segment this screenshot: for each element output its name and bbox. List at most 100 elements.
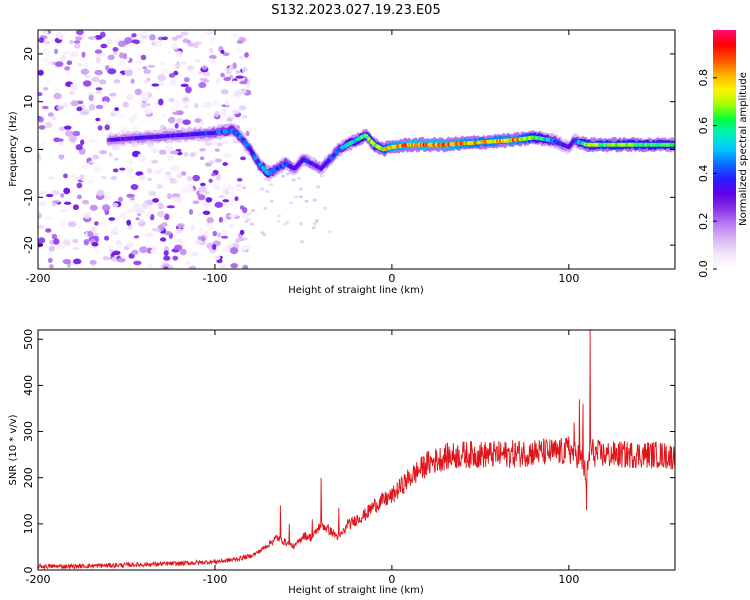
- noise-blob: [99, 222, 107, 227]
- noise-blob: [113, 226, 119, 233]
- noise-blob: [118, 196, 123, 203]
- noise-blob: [51, 233, 58, 240]
- noise-blob: [119, 212, 128, 219]
- noise-blob: [231, 199, 236, 203]
- noise-blob: [74, 43, 81, 49]
- noise-blob: [269, 183, 274, 187]
- noise-blob: [70, 173, 77, 179]
- noise-blob: [297, 176, 302, 180]
- spectrogram-noise-layer: [38, 30, 332, 269]
- noise-blob: [158, 166, 165, 172]
- noise-blob: [222, 162, 228, 166]
- noise-blob: [144, 200, 150, 204]
- noise-blob: [53, 238, 60, 245]
- noise-blob: [224, 99, 230, 106]
- noise-blob: [214, 158, 222, 163]
- noise-blob: [56, 244, 65, 250]
- noise-blob: [130, 184, 139, 190]
- noise-blob: [183, 77, 190, 83]
- noise-blob: [95, 87, 103, 91]
- noise-blob: [166, 205, 175, 209]
- noise-blob: [189, 152, 196, 158]
- noise-blob: [196, 213, 202, 218]
- noise-blob: [51, 116, 57, 121]
- noise-blob: [61, 50, 71, 55]
- colorbar-tick-label: 0.6: [697, 117, 710, 135]
- noise-blob: [164, 173, 172, 180]
- noise-blob: [236, 186, 242, 192]
- noise-blob: [239, 80, 248, 85]
- noise-blob: [304, 199, 309, 203]
- y-tick-label: 10: [22, 95, 35, 109]
- noise-blob: [170, 43, 179, 50]
- noise-blob: [192, 251, 200, 257]
- noise-blob: [204, 141, 213, 146]
- noise-blob: [63, 187, 71, 195]
- noise-blob: [90, 226, 97, 233]
- noise-blob: [151, 227, 160, 232]
- noise-blob: [167, 116, 176, 124]
- snr-y-label: SNR (10 * v/v): [8, 414, 19, 485]
- noise-blob: [146, 211, 151, 218]
- noise-blob: [312, 198, 317, 202]
- noise-blob: [183, 151, 189, 158]
- noise-blob: [67, 221, 77, 228]
- noise-blob: [230, 247, 239, 255]
- noise-blob: [198, 71, 203, 75]
- noise-blob: [222, 217, 228, 224]
- noise-blob: [163, 255, 171, 261]
- noise-blob: [218, 195, 226, 199]
- noise-blob: [116, 257, 126, 263]
- noise-blob: [72, 130, 81, 137]
- noise-blob: [208, 178, 213, 183]
- noise-blob: [212, 101, 221, 106]
- noise-blob: [202, 71, 211, 77]
- noise-blob: [222, 52, 230, 56]
- noise-blob: [107, 245, 115, 250]
- snr-panel: -200 -100 0 100 0 100 200 300 400 500 Height of …: [8, 329, 676, 596]
- noise-blob: [169, 79, 177, 86]
- noise-blob: [127, 167, 134, 174]
- noise-blob: [88, 104, 96, 111]
- noise-blob: [202, 210, 211, 215]
- noise-blob: [243, 237, 248, 241]
- noise-blob: [43, 87, 49, 91]
- noise-blob: [260, 231, 265, 235]
- y-tick-label: -10: [22, 188, 35, 206]
- snr-x-ticks: -200 -100 0 100: [26, 330, 579, 586]
- noise-blob: [44, 121, 53, 129]
- noise-blob: [62, 258, 72, 265]
- noise-blob: [299, 240, 304, 244]
- x-tick-label: -200: [26, 272, 51, 285]
- noise-blob: [137, 98, 143, 105]
- noise-blob: [42, 139, 47, 143]
- noise-blob: [57, 32, 64, 40]
- noise-blob: [235, 238, 241, 244]
- noise-blob: [198, 227, 204, 235]
- noise-blob: [240, 156, 246, 161]
- noise-blob: [231, 109, 240, 115]
- noise-blob: [48, 61, 53, 65]
- noise-blob: [235, 75, 244, 79]
- colorbar-gradient: [713, 30, 736, 269]
- noise-blob: [88, 161, 94, 165]
- noise-blob: [99, 150, 108, 155]
- noise-blob: [92, 232, 100, 236]
- noise-blob: [109, 92, 117, 97]
- noise-blob: [104, 235, 110, 241]
- noise-blob: [159, 81, 165, 86]
- noise-blob: [70, 83, 77, 89]
- noise-blob: [93, 250, 100, 255]
- colorbar-tick-label: 0.8: [697, 69, 710, 87]
- noise-blob: [182, 119, 191, 125]
- noise-blob: [126, 93, 134, 101]
- noise-blob: [142, 66, 148, 70]
- noise-blob: [112, 168, 119, 173]
- noise-blob: [89, 204, 98, 211]
- noise-blob: [38, 116, 44, 123]
- noise-blob: [180, 31, 189, 36]
- noise-blob: [185, 86, 192, 94]
- noise-blob: [164, 213, 170, 221]
- x-tick-label: 0: [388, 573, 395, 586]
- noise-blob: [176, 173, 183, 179]
